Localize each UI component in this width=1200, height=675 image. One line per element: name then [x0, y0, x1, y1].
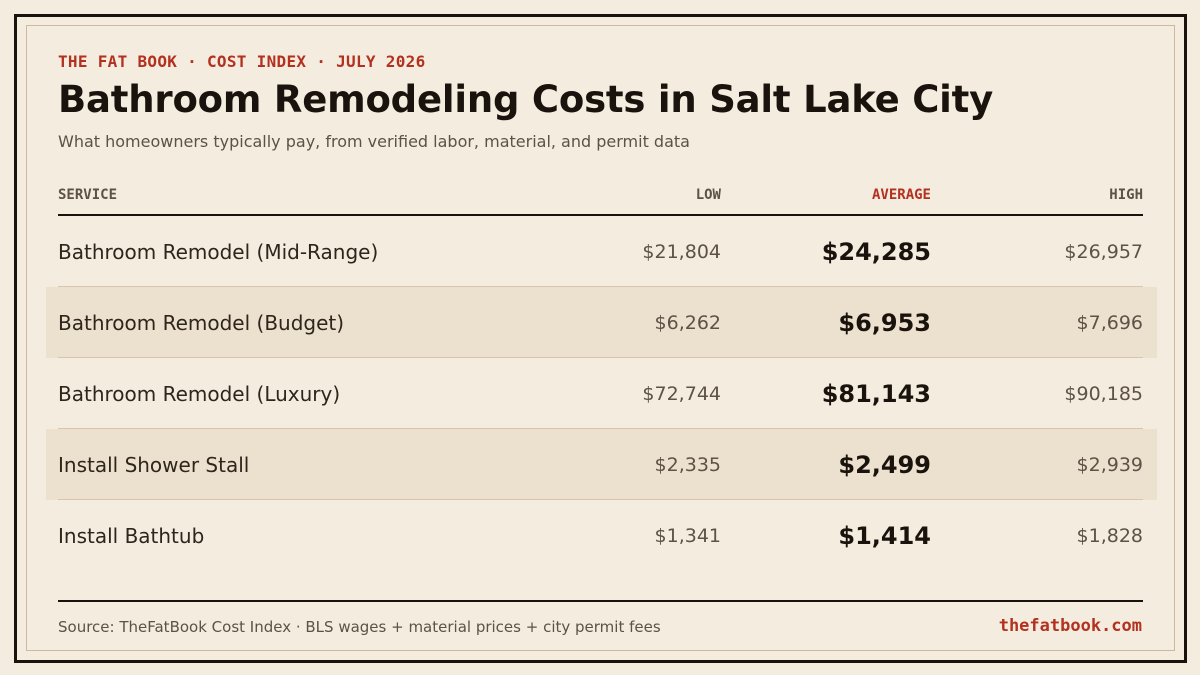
page-subtitle: What homeowners typically pay, from veri… — [58, 132, 690, 151]
inner-frame — [26, 25, 1175, 651]
service-name: Install Shower Stall — [58, 452, 250, 477]
row-divider — [58, 499, 1143, 500]
high-price: $1,828 — [1076, 524, 1143, 547]
row-divider — [58, 357, 1143, 358]
service-name: Bathroom Remodel (Mid-Range) — [58, 239, 379, 264]
source-note: Source: TheFatBook Cost Index · BLS wage… — [58, 618, 661, 636]
row-divider — [58, 428, 1143, 429]
low-price: $2,335 — [654, 453, 721, 476]
table-row: Bathroom Remodel (Luxury) $72,744 $81,14… — [46, 358, 1157, 429]
column-header-low: LOW — [695, 187, 721, 203]
table-row: Install Shower Stall $2,335 $2,499 $2,93… — [46, 429, 1157, 500]
site-link[interactable]: thefatbook.com — [998, 616, 1142, 636]
outer-frame — [14, 14, 1187, 663]
low-price: $6,262 — [654, 311, 721, 334]
high-price: $2,939 — [1076, 453, 1143, 476]
cost-table: SERVICE LOW AVERAGE HIGH Bathroom Remode… — [46, 180, 1157, 571]
table-row: Bathroom Remodel (Budget) $6,262 $6,953 … — [46, 287, 1157, 358]
page-title: Bathroom Remodeling Costs in Salt Lake C… — [58, 78, 994, 121]
low-price: $1,341 — [654, 524, 721, 547]
service-name: Bathroom Remodel (Luxury) — [58, 381, 341, 406]
table-row: Bathroom Remodel (Mid-Range) $21,804 $24… — [46, 216, 1157, 287]
column-header-high: HIGH — [1109, 187, 1143, 203]
average-price: $2,499 — [838, 450, 931, 479]
low-price: $72,744 — [642, 382, 721, 405]
high-price: $7,696 — [1076, 311, 1143, 334]
low-price: $21,804 — [642, 240, 721, 263]
service-name: Bathroom Remodel (Budget) — [58, 310, 345, 335]
row-divider — [58, 286, 1143, 287]
average-price: $81,143 — [821, 379, 931, 408]
eyebrow-label: THE FAT BOOK · COST INDEX · JULY 2026 — [58, 52, 426, 71]
footer-rule — [58, 600, 1143, 602]
average-price: $6,953 — [838, 308, 931, 337]
average-price: $1,414 — [838, 521, 931, 550]
high-price: $90,185 — [1064, 382, 1143, 405]
average-price: $24,285 — [821, 237, 931, 266]
column-header-service: SERVICE — [58, 187, 118, 203]
high-price: $26,957 — [1064, 240, 1143, 263]
service-name: Install Bathtub — [58, 523, 205, 548]
column-header-average: AVERAGE — [871, 187, 931, 203]
table-row: Install Bathtub $1,341 $1,414 $1,828 — [46, 500, 1157, 571]
table-header: SERVICE LOW AVERAGE HIGH — [58, 180, 1143, 216]
